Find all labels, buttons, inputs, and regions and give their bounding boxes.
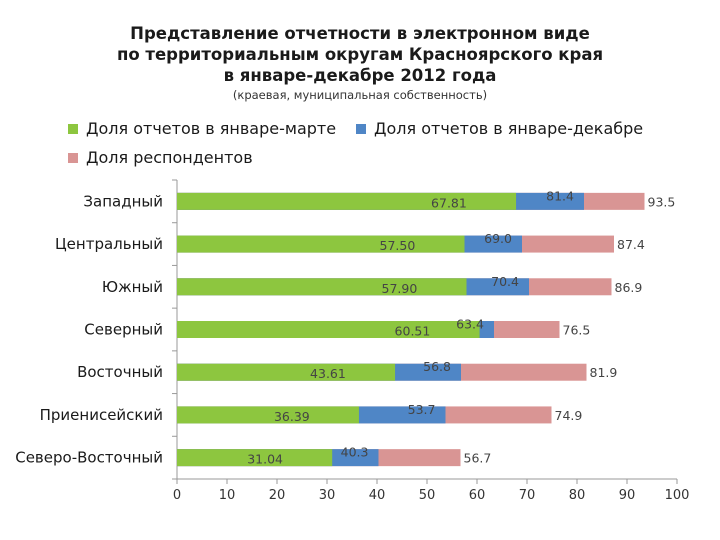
category-label: Северо-Восточный — [15, 449, 163, 467]
x-tick-label: 90 — [619, 488, 636, 503]
bar-jan-mar — [177, 235, 465, 253]
category-label: Восточный — [77, 363, 163, 381]
x-tick-label: 70 — [519, 488, 536, 503]
data-label-jan-dec: 69.0 — [484, 231, 512, 246]
chart-title-line-3: в январе-декабре 2012 года — [223, 66, 497, 85]
data-label-jan-mar: 36.39 — [274, 409, 310, 424]
data-label-jan-dec: 81.4 — [546, 188, 574, 203]
bar-jan-mar — [177, 278, 467, 296]
data-label-jan-dec: 40.3 — [341, 445, 369, 460]
legend-label-year: Доля отчетов в январе-декабре — [374, 119, 644, 138]
legend-item-year: Доля отчетов в январе-декабре — [356, 119, 643, 138]
x-tick-label: 30 — [319, 488, 336, 503]
data-label-respondents: 76.5 — [563, 323, 591, 338]
bar-jan-mar — [177, 449, 333, 467]
category-label: Приенисейский — [40, 406, 163, 424]
x-tick-label: 20 — [269, 488, 286, 503]
legend-swatch-green — [68, 123, 78, 134]
data-label-respondents: 87.4 — [617, 237, 645, 252]
data-label-respondents: 56.7 — [464, 451, 492, 466]
x-tick-label: 60 — [469, 488, 486, 503]
bar-jan-mar — [177, 321, 480, 338]
x-tick-label: 80 — [569, 488, 586, 503]
legend-swatch-blue — [356, 123, 366, 134]
bar-jan-mar — [177, 406, 359, 424]
data-label-jan-mar: 43.61 — [310, 366, 346, 381]
x-tick-label: 100 — [665, 488, 690, 503]
bar-jan-mar — [177, 192, 517, 210]
x-tick-label: 10 — [219, 488, 236, 503]
data-label-jan-dec: 56.8 — [423, 359, 451, 374]
legend-swatch-pink — [68, 152, 78, 163]
x-tick-label: 0 — [173, 488, 181, 503]
data-label-jan-mar: 31.04 — [247, 452, 283, 467]
x-tick-label: 40 — [369, 488, 386, 503]
chart-subtitle: (краевая, муниципальная собственность) — [232, 88, 488, 102]
data-label-jan-dec: 53.7 — [408, 402, 436, 417]
data-label-respondents: 93.5 — [648, 194, 676, 209]
data-label-respondents: 81.9 — [590, 365, 618, 380]
category-label: Центральный — [55, 235, 163, 253]
data-label-jan-dec: 63.4 — [456, 317, 484, 332]
legend-label-q1: Доля отчетов в январе-марте — [86, 119, 337, 138]
data-label-jan-dec: 70.4 — [491, 274, 519, 289]
data-label-respondents: 86.9 — [615, 280, 643, 295]
legend-item-respondents: Доля респондентов — [68, 148, 253, 167]
chart-title-line-1: Представление отчетности в электронном в… — [130, 24, 590, 43]
data-label-jan-mar: 57.50 — [380, 238, 416, 253]
legend-label-respondents: Доля респондентов — [86, 148, 253, 167]
data-label-jan-mar: 60.51 — [395, 324, 431, 339]
category-label: Северный — [84, 321, 163, 339]
category-label: Западный — [83, 192, 163, 210]
bar-jan-mar — [177, 363, 396, 381]
chart-title-line-2: по территориальным округам Красноярского… — [116, 45, 604, 64]
data-label-jan-mar: 67.81 — [431, 195, 467, 210]
category-label: Южный — [102, 278, 163, 296]
data-label-jan-mar: 57.90 — [382, 281, 418, 296]
data-label-respondents: 74.9 — [555, 408, 583, 423]
legend-item-q1: Доля отчетов в январе-марте — [68, 119, 336, 138]
x-tick-label: 50 — [419, 488, 436, 503]
